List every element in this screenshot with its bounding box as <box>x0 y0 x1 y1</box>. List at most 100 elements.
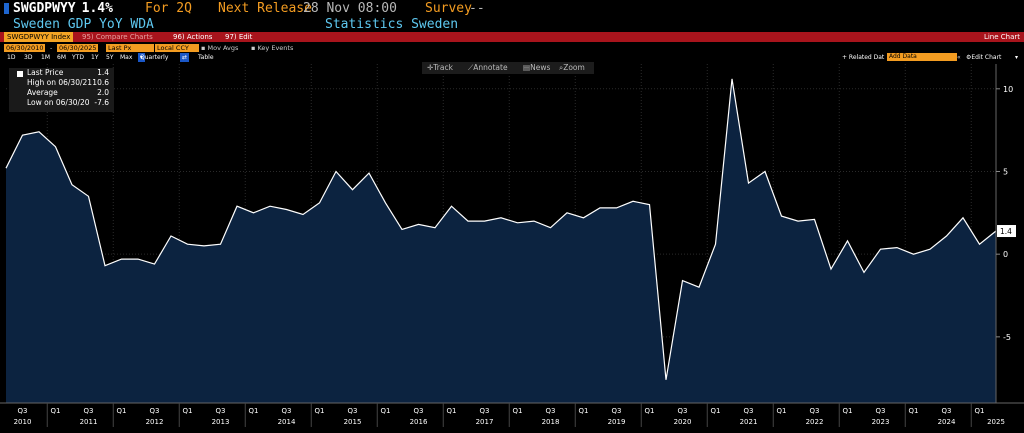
x-tick-label: Q3 <box>546 407 556 415</box>
period-1d[interactable]: 1D <box>7 54 16 61</box>
x-tick-label: Q1 <box>579 407 589 415</box>
table-toggle-icon[interactable]: ⇄ <box>180 53 190 62</box>
x-tick-label: Q3 <box>810 407 820 415</box>
security-marker-icon <box>4 3 9 14</box>
y-tick-label: 5 <box>1003 167 1008 176</box>
annotate-tool[interactable]: ⟋ Annotate <box>468 63 508 72</box>
x-year-label: 2017 <box>476 418 494 426</box>
index-field[interactable]: SWGDPWYY Index <box>4 32 74 42</box>
x-year-label: 2023 <box>872 418 890 426</box>
x-tick-label: Q3 <box>942 407 952 415</box>
table-button[interactable]: Table <box>198 54 214 61</box>
chart-tools-bar: ✛ Track ⟋ Annotate ▤ News ⌕ Zoom <box>422 62 594 74</box>
x-tick-label: Q1 <box>645 407 655 415</box>
period-1y[interactable]: 1Y <box>91 54 99 61</box>
x-year-label: 2014 <box>278 418 296 426</box>
y-tick-label: 10 <box>1003 85 1013 94</box>
actions-menu[interactable]: 96) Actions <box>173 33 213 41</box>
x-year-label: 2016 <box>410 418 428 426</box>
period-6m[interactable]: 6M <box>57 54 66 61</box>
survey-label: Survey <box>425 1 472 16</box>
last-value-tag: 1.4 <box>997 225 1016 238</box>
x-tick-label: Q3 <box>678 407 688 415</box>
y-axis: -5 0 5 10 <box>995 64 1013 403</box>
add-data-field[interactable]: Add Data <box>887 53 957 61</box>
x-tick-label: Q3 <box>876 407 886 415</box>
edit-menu[interactable]: 97) Edit <box>225 33 253 41</box>
legend-label-last: Last Price <box>27 68 64 77</box>
y-tick-label: -5 <box>1003 333 1011 342</box>
x-year-label: 2011 <box>80 418 98 426</box>
legend-value-average: 2.0 <box>97 88 109 97</box>
x-tick-label: Q1 <box>777 407 787 415</box>
mov-avgs-toggle[interactable]: ▪ Mov Avgs <box>201 44 239 52</box>
ticker-symbol[interactable]: SWGDPWYY 1.4% <box>13 1 113 16</box>
x-tick-label: Q3 <box>150 407 160 415</box>
edit-chart-button[interactable]: ⚙ Edit Chart <box>966 54 1002 61</box>
x-year-label: 2021 <box>740 418 758 426</box>
data-source: Statistics Sweden <box>325 17 459 32</box>
collapse-icon[interactable]: « <box>957 54 961 61</box>
period-max[interactable]: Max <box>120 54 133 61</box>
security-description: Sweden GDP YoY WDA <box>13 17 154 32</box>
x-tick-label: Q3 <box>414 407 424 415</box>
x-tick-label: Q1 <box>315 407 325 415</box>
x-year-label: 2019 <box>608 418 626 426</box>
x-year-label: 2020 <box>674 418 692 426</box>
x-year-label: 2024 <box>938 418 956 426</box>
x-axis: Q3 Q1 Q3 Q1 Q3 Q1 Q3 Q1 Q3 Q1 Q3 Q1 Q3 Q1 Q3 Q1 Q3 Q1 Q3 Q1… <box>0 402 1024 427</box>
chart-controls: 06/30/2010 - 06/30/2025 Last Px Local CC… <box>0 43 1024 53</box>
legend-swatch-icon <box>17 71 23 77</box>
x-tick-label: Q3 <box>84 407 94 415</box>
x-tick-label: Q3 <box>480 407 490 415</box>
next-release-label: Next Release <box>218 1 312 16</box>
legend-label-average: Average <box>27 88 58 97</box>
track-tool[interactable]: ✛ Track <box>427 63 453 72</box>
date-separator: - <box>50 44 53 52</box>
period-ytd[interactable]: YTD <box>72 54 84 61</box>
compare-charts-menu[interactable]: 95) Compare Charts <box>82 33 153 41</box>
field-selector[interactable]: Last Px <box>106 44 154 52</box>
x-year-label: 2015 <box>344 418 362 426</box>
x-tick-label: Q3 <box>18 407 28 415</box>
gdp-series-line <box>5 78 997 380</box>
period-controls: 1D 3D 1M 6M YTD 1Y 5Y Max Quarterly ▾ ⇄ … <box>0 53 1024 62</box>
more-icon[interactable]: ▾ <box>1015 54 1019 61</box>
x-tick-label: Q1 <box>513 407 523 415</box>
frequency-selector[interactable]: Quarterly ▾ <box>138 53 169 62</box>
x-year-label: 2022 <box>806 418 824 426</box>
x-year-label: 2012 <box>146 418 164 426</box>
period-label: For 2Q <box>145 1 192 16</box>
related-data-button[interactable]: + Related Dat <box>842 54 885 61</box>
chart-legend: Last Price 1.4 High on 06/30/21 10.6 Ave… <box>9 68 114 112</box>
period-3d[interactable]: 3D <box>24 54 33 61</box>
x-tick-label: Q1 <box>975 407 985 415</box>
x-tick-label: Q1 <box>843 407 853 415</box>
gdp-area-fill <box>6 78 996 404</box>
x-tick-label: Q3 <box>348 407 358 415</box>
function-toolbar: SWGDPWYY Index 95) Compare Charts 96) Ac… <box>0 32 1024 42</box>
legend-label-high: High on 06/30/21 <box>27 78 93 87</box>
security-header: SWGDPWYY 1.4% For 2Q Next Release 28 Nov … <box>0 0 1024 17</box>
start-date-field[interactable]: 06/30/2010 <box>4 44 46 52</box>
last-value-tag-box <box>997 225 1016 238</box>
end-date-field[interactable]: 06/30/2025 <box>57 44 99 52</box>
news-tool[interactable]: ▤ News <box>523 63 551 72</box>
period-1m[interactable]: 1M <box>41 54 50 61</box>
zoom-tool[interactable]: ⌕ Zoom <box>559 63 585 72</box>
currency-selector[interactable]: Local CCY <box>155 44 199 52</box>
x-tick-label: Q1 <box>51 407 61 415</box>
period-5y[interactable]: 5Y <box>106 54 114 61</box>
x-tick-label: Q3 <box>612 407 622 415</box>
legend-value-high: 10.6 <box>92 78 109 87</box>
legend-value-low: -7.6 <box>94 98 109 107</box>
last-value: 1.4% <box>81 1 113 16</box>
key-events-toggle[interactable]: ▪ Key Events <box>251 44 294 52</box>
x-tick-label: Q1 <box>183 407 193 415</box>
chart-type-label[interactable]: Line Chart <box>983 33 1020 41</box>
x-tick-label: Q1 <box>447 407 457 415</box>
x-tick-label: Q1 <box>909 407 919 415</box>
last-value-tag-label: 1.4 <box>1000 227 1012 236</box>
x-tick-label: Q1 <box>249 407 259 415</box>
